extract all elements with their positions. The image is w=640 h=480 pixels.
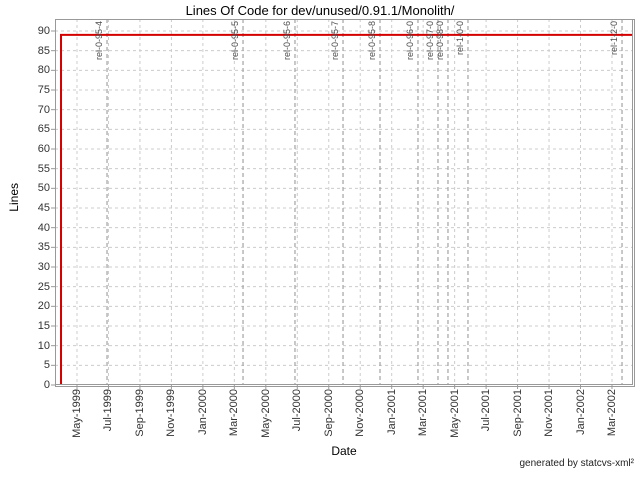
release-label: rel-0-95-8 — [367, 21, 377, 61]
x-axis-title: Date — [331, 444, 357, 458]
y-tick-label: 15 — [37, 320, 50, 332]
x-tick-label: Nov-1999 — [165, 389, 178, 437]
x-tick-label: Sep-2000 — [322, 389, 335, 437]
x-tick-label: Nov-2000 — [354, 389, 367, 437]
x-tick-label: Jan-2002 — [574, 389, 587, 435]
release-label: rel-0-95-4 — [94, 21, 105, 61]
y-tick-label: 5 — [43, 359, 50, 372]
release-label: rel-0-95-7 — [330, 21, 341, 61]
x-tick-label: Mar-2000 — [228, 389, 241, 437]
y-tick-label: 55 — [37, 162, 50, 175]
x-tick-label: May-2000 — [259, 389, 272, 438]
y-tick-label: 60 — [37, 143, 50, 155]
x-tick-label: Jul-2001 — [480, 389, 493, 432]
release-label: rel-1-2-0 — [609, 21, 620, 56]
release-label: rel-0-95-5 — [230, 21, 241, 61]
y-tick-label: 80 — [37, 64, 50, 77]
x-tick-label: May-2001 — [448, 389, 461, 438]
release-label: rel-0-97-0 — [424, 21, 435, 61]
x-tick-label: Mar-2001 — [417, 389, 430, 437]
y-tick-label: 50 — [37, 182, 50, 195]
x-tick-label: Jan-2001 — [385, 389, 398, 435]
x-tick-label: Sep-1999 — [133, 389, 146, 437]
y-tick-label: 30 — [37, 261, 50, 273]
y-tick-label: 0 — [43, 379, 50, 391]
y-tick-label: 25 — [37, 280, 50, 293]
x-tick-label: Jul-1999 — [102, 389, 115, 432]
generator-credit: generated by statcvs-xml² — [519, 458, 635, 469]
release-label: rel-0-95-6 — [281, 21, 292, 61]
y-axis-title: Lines — [7, 183, 21, 212]
y-tick-label: 90 — [37, 25, 50, 37]
y-tick-label: 35 — [37, 241, 50, 254]
y-tick-label: 70 — [37, 103, 50, 116]
y-tick-label: 10 — [37, 339, 50, 352]
x-tick-label: Sep-2001 — [511, 389, 524, 437]
y-tick-label: 40 — [37, 221, 50, 234]
chart-title: Lines Of Code for dev/unused/0.91.1/Mono… — [185, 3, 455, 18]
y-tick-label: 75 — [37, 84, 50, 96]
release-label: rel-1-0-0 — [454, 21, 465, 56]
release-label: rel-0-96-0 — [404, 21, 415, 61]
x-tick-label: May-1999 — [70, 389, 83, 438]
plot-border — [55, 19, 633, 385]
y-tick-label: 45 — [37, 202, 50, 214]
x-tick-label: Jul-2000 — [291, 389, 304, 432]
plot-grid-and-series — [51, 19, 633, 389]
series-line-lines-of-code — [60, 33, 633, 385]
release-label: rel-0-98-0 — [434, 21, 445, 61]
y-tick-label: 20 — [37, 300, 50, 313]
y-tick-label: 85 — [37, 44, 50, 57]
y-tick-label: 65 — [37, 123, 50, 136]
x-tick-label: Nov-2001 — [543, 389, 556, 437]
x-tick-label: Mar-2002 — [605, 389, 618, 437]
x-tick-label: Jan-2000 — [196, 389, 209, 435]
